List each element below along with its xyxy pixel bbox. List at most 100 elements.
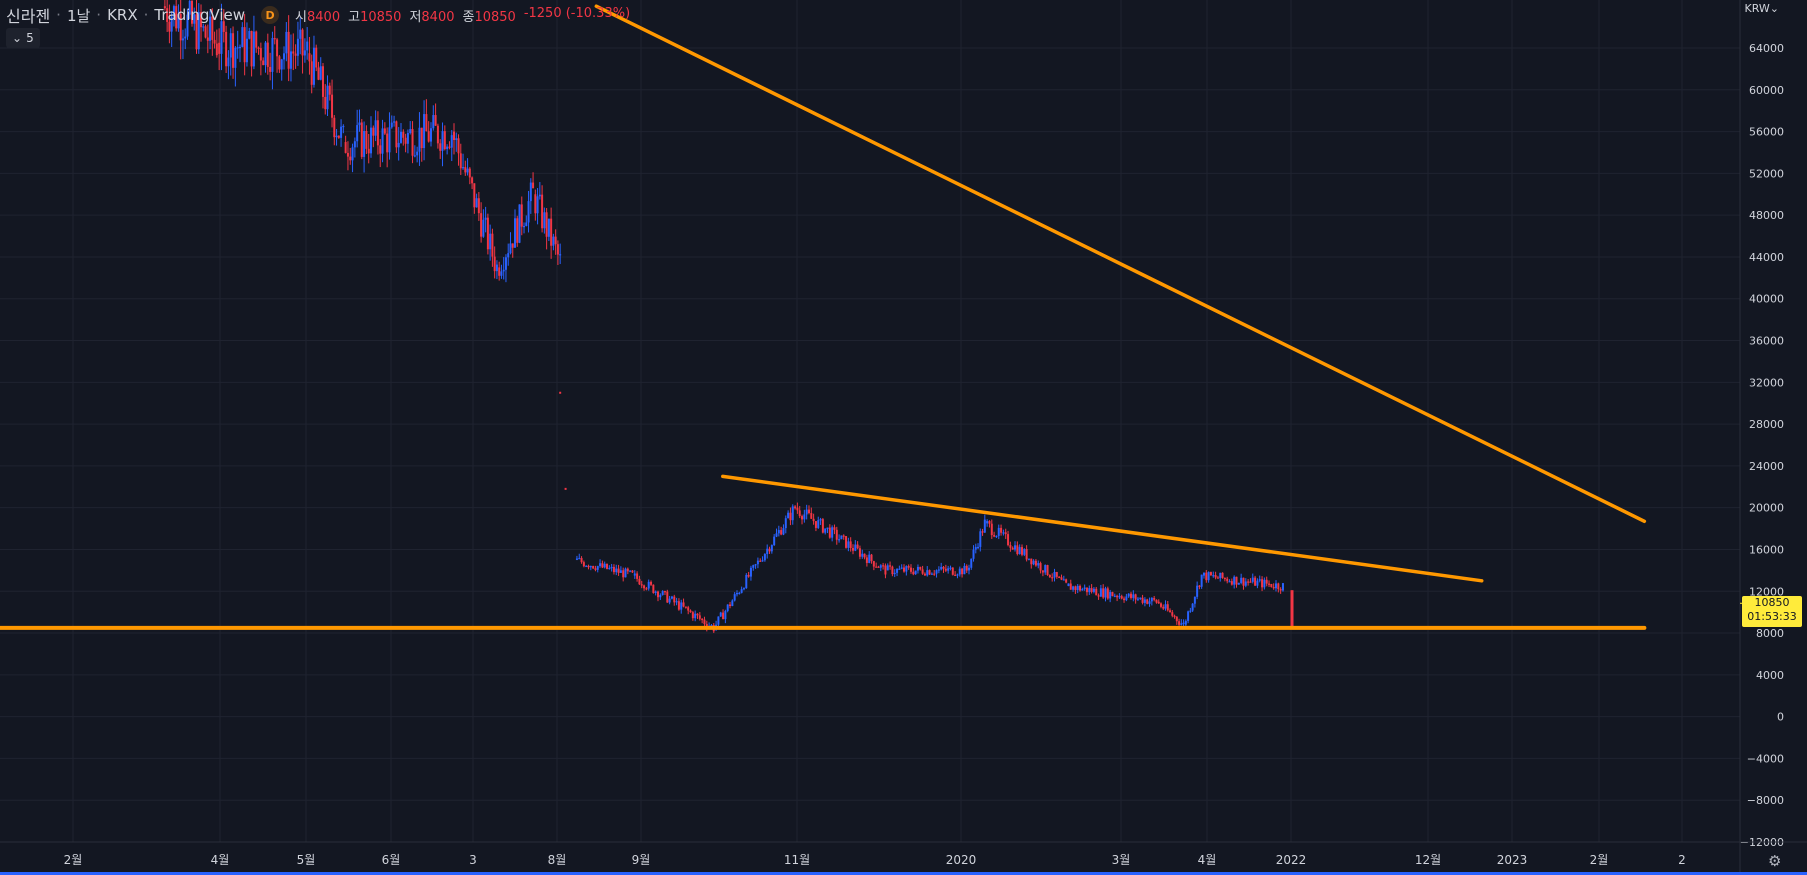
candle-body: [1268, 583, 1271, 585]
candle-body: [416, 151, 419, 156]
bar-countdown: 01:53:33: [1747, 610, 1797, 623]
price-tick-label: 28000: [1749, 418, 1784, 431]
candle-body: [1104, 588, 1107, 598]
candle-body: [370, 127, 373, 154]
candle-body: [184, 36, 187, 39]
candle-body: [944, 568, 947, 571]
trendlines[interactable]: [0, 4, 1647, 630]
candle-body: [722, 612, 725, 620]
candle-body: [202, 26, 205, 28]
candle-body: [1228, 581, 1231, 583]
candle-body: [680, 602, 683, 610]
currency-selector[interactable]: KRW⌄: [1744, 2, 1779, 15]
candle-body: [689, 610, 692, 613]
gear-icon[interactable]: ⚙: [1768, 852, 1782, 870]
candle-body: [175, 6, 178, 29]
candle-body: [480, 213, 483, 237]
candle-body: [824, 528, 827, 533]
candle-body: [907, 566, 910, 568]
legend-separator: ·: [96, 6, 102, 24]
time-tick-label: 8월: [548, 853, 567, 867]
symbol-name[interactable]: 신라젠: [6, 7, 51, 26]
candle-body: [610, 566, 613, 569]
candle-body: [1037, 563, 1040, 566]
candle-body: [687, 607, 690, 611]
candle-body: [1058, 576, 1061, 579]
candle-body: [1027, 558, 1030, 560]
candle-body: [981, 531, 984, 533]
price-tick-label: 8000: [1756, 627, 1784, 640]
candle-body: [1034, 560, 1037, 566]
candle-body: [1076, 585, 1079, 591]
candle-body: [1099, 588, 1102, 597]
candle-body: [1007, 534, 1010, 546]
market-status-icon[interactable]: D: [261, 6, 280, 24]
candle-body: [763, 554, 766, 561]
ohlc-values: 시8400 고10850 저8400 종10850 -1250 (-10.33%…: [295, 6, 630, 25]
candle-body: [1051, 577, 1054, 579]
candle-body: [1162, 606, 1165, 609]
candle-body: [455, 138, 458, 140]
candle-body: [206, 37, 209, 41]
candle-body: [997, 527, 1000, 536]
candle-body: [420, 127, 423, 149]
candle-body: [259, 48, 262, 61]
candle-body: [1254, 577, 1257, 586]
candle-body: [1187, 611, 1190, 621]
candle-body: [511, 243, 514, 248]
candle-body: [780, 530, 783, 535]
candle-body: [312, 47, 315, 85]
price-tick-label: 40000: [1749, 293, 1784, 306]
legend-separator: ·: [143, 6, 149, 24]
candle-body: [1141, 597, 1144, 603]
candle-body: [1240, 577, 1243, 583]
candle-body: [682, 602, 685, 607]
candle-body: [710, 625, 713, 627]
candle-body: [379, 145, 382, 154]
collapse-indicators-button[interactable]: ⌄ 5: [6, 28, 40, 48]
candle-body: [845, 536, 848, 548]
interval-label[interactable]: 1날: [66, 6, 91, 25]
candle-body: [1062, 579, 1065, 581]
candle-body: [1279, 589, 1282, 591]
candle-body: [1020, 547, 1023, 555]
candle-body: [475, 198, 478, 208]
candle-body: [940, 566, 943, 570]
candle-body: [1069, 583, 1072, 590]
candle-body: [441, 131, 444, 151]
candle-body: [559, 254, 562, 256]
candle-body: [427, 131, 430, 142]
candle-body: [740, 589, 743, 593]
candle-body: [923, 573, 926, 576]
time-axis[interactable]: 2월 4월 5월 6월 3 8월 9월 11월 2020 3월 4월 2022 12월 2023 2월 2: [0, 841, 1807, 875]
candle-body: [801, 516, 804, 520]
candle-body: [1009, 545, 1012, 548]
candle-body: [1169, 610, 1172, 613]
candle-body: [545, 212, 548, 237]
candle-body: [319, 66, 322, 80]
candle-body: [647, 581, 650, 589]
candle-body: [666, 591, 669, 603]
trendline-long-downtrend: [594, 4, 1647, 524]
time-tick-label: 2월: [64, 853, 83, 867]
candle-body: [889, 565, 892, 567]
candle-body: [466, 168, 469, 173]
price-axis[interactable]: 6400060000560005200048000440004000036000…: [1739, 0, 1784, 875]
candle-body: [1200, 574, 1203, 587]
candle-body: [861, 553, 864, 557]
candle-body: [1258, 579, 1261, 581]
candle-body: [502, 269, 505, 272]
candle-body: [532, 182, 535, 189]
candle-body: [547, 218, 550, 237]
candle-body: [468, 168, 471, 178]
candle-body: [684, 606, 687, 608]
candle-body: [752, 565, 755, 568]
candle-body: [523, 225, 526, 228]
candle-body: [1113, 595, 1116, 597]
candle-body: [453, 131, 456, 140]
candle-body: [1023, 549, 1026, 555]
candle-body: [1270, 583, 1273, 587]
candle-body: [383, 128, 386, 134]
